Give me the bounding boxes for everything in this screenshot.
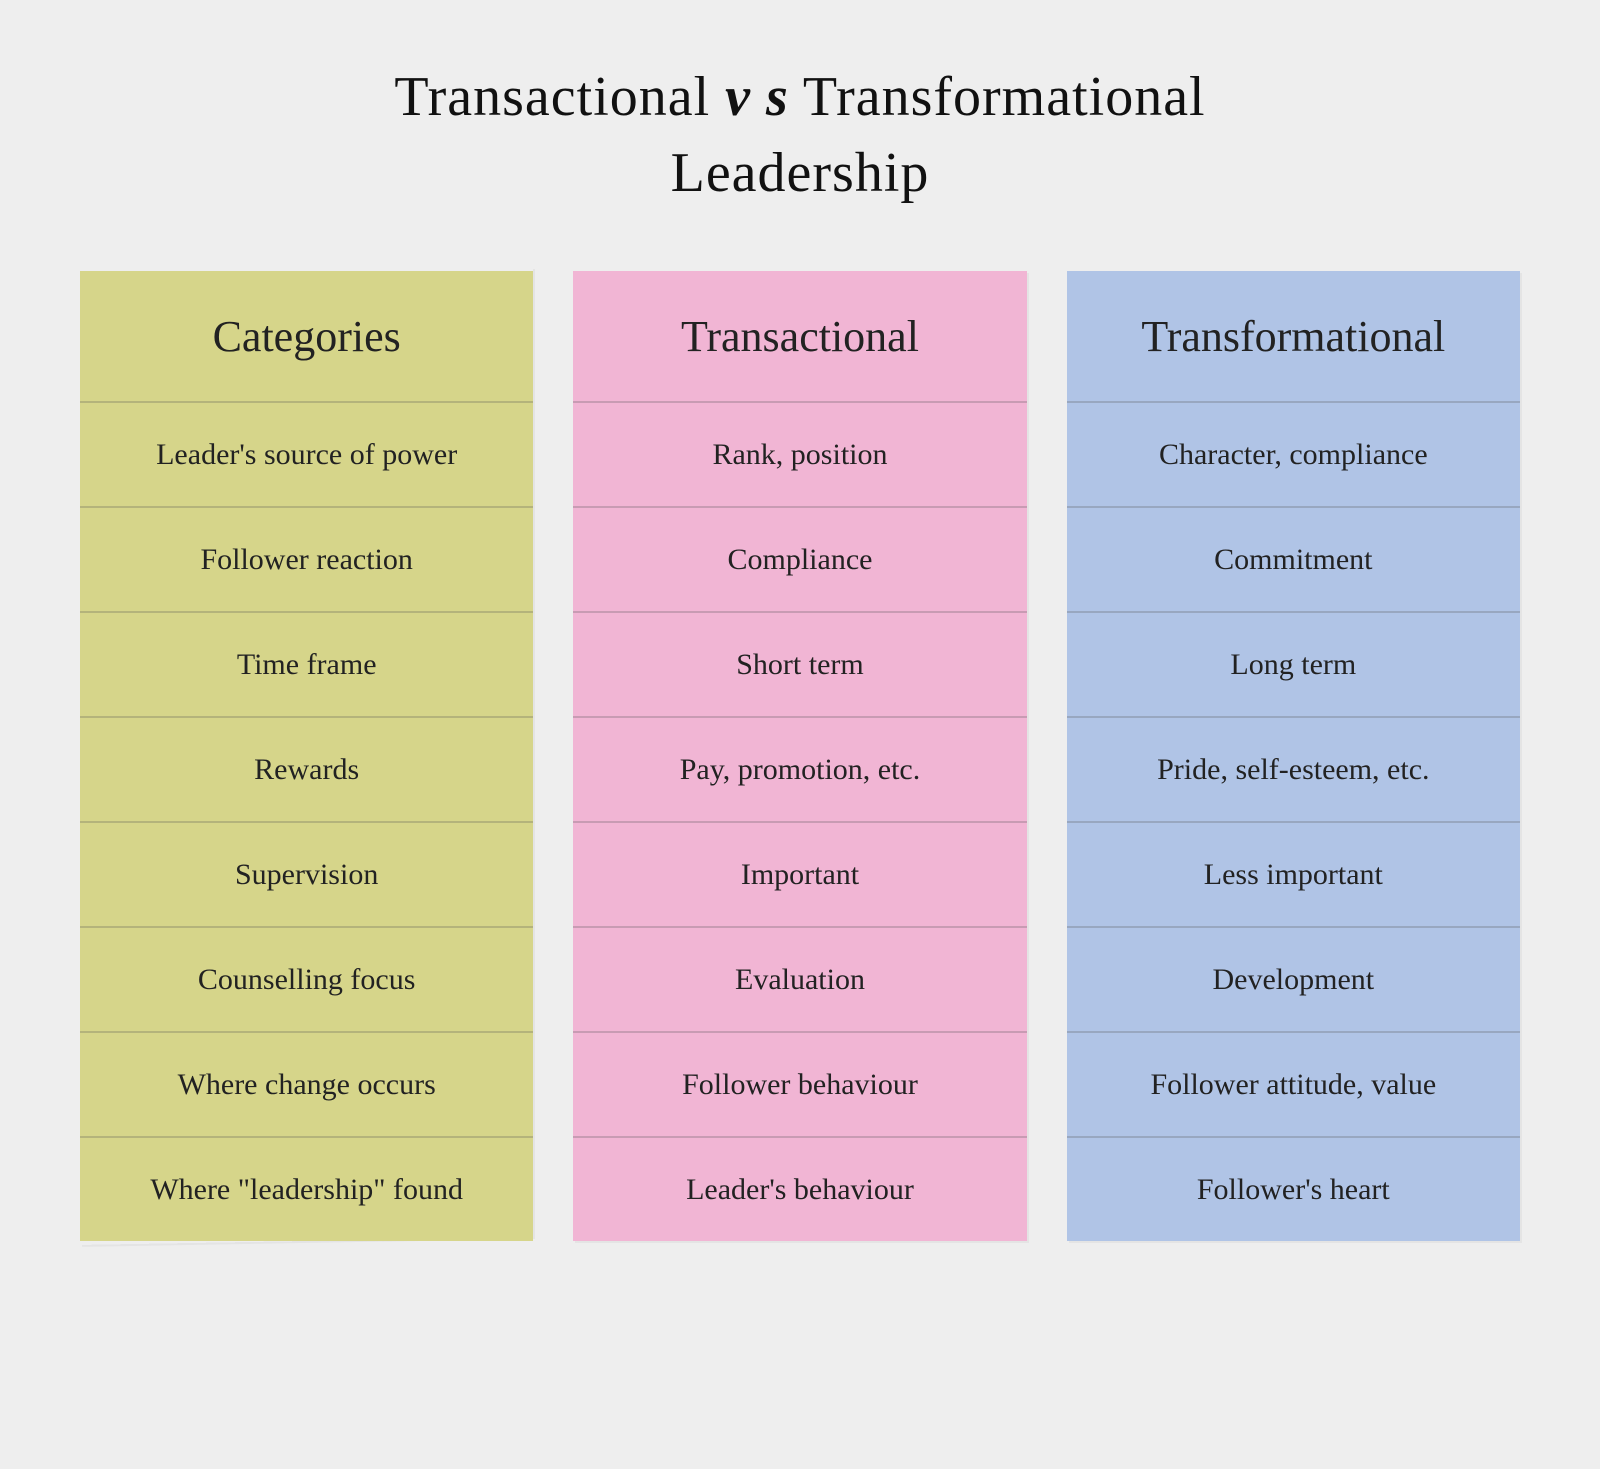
page-title: Transactional v s Transformational Leade… <box>80 60 1520 211</box>
title-line-1: Transactional v s Transformational <box>394 66 1205 128</box>
transformational-cell: Development <box>1067 926 1520 1031</box>
transactional-cell: Rank, position <box>573 401 1026 506</box>
transformational-cell: Follower's heart <box>1067 1136 1520 1241</box>
transactional-cell: Pay, promotion, etc. <box>573 716 1026 821</box>
title-line-2: Leadership <box>671 142 930 204</box>
transformational-cell: Less important <box>1067 821 1520 926</box>
title-vs: v s <box>725 66 789 128</box>
transformational-cell: Long term <box>1067 611 1520 716</box>
category-cell: Where change occurs <box>80 1031 533 1136</box>
category-cell: Follower reaction <box>80 506 533 611</box>
column-categories: Categories Leader's source of power Foll… <box>80 267 533 1245</box>
transactional-cell: Leader's behaviour <box>573 1136 1026 1241</box>
transactional-cell: Evaluation <box>573 926 1026 1031</box>
comparison-infographic: Transactional v s Transformational Leade… <box>0 0 1600 1241</box>
column-header-transformational: Transformational <box>1067 271 1520 401</box>
column-transactional: Transactional Rank, position Compliance … <box>573 271 1026 1241</box>
category-cell: Counselling focus <box>80 926 533 1031</box>
category-cell: Time frame <box>80 611 533 716</box>
transformational-cell: Character, compliance <box>1067 401 1520 506</box>
column-header-transactional: Transactional <box>573 271 1026 401</box>
transactional-cell: Short term <box>573 611 1026 716</box>
comparison-columns: Categories Leader's source of power Foll… <box>80 271 1520 1241</box>
title-part2: Transformational <box>803 66 1206 128</box>
title-part1: Transactional <box>394 66 710 128</box>
category-cell: Supervision <box>80 821 533 926</box>
category-cell: Where "leadership" found <box>80 1136 533 1241</box>
category-cell: Leader's source of power <box>80 401 533 506</box>
column-header-categories: Categories <box>80 271 533 401</box>
transactional-cell: Important <box>573 821 1026 926</box>
column-transformational: Transformational Character, compliance C… <box>1067 271 1520 1241</box>
transformational-cell: Follower attitude, value <box>1067 1031 1520 1136</box>
transactional-cell: Follower behaviour <box>573 1031 1026 1136</box>
transformational-cell: Commitment <box>1067 506 1520 611</box>
transactional-cell: Compliance <box>573 506 1026 611</box>
category-cell: Rewards <box>80 716 533 821</box>
transformational-cell: Pride, self-esteem, etc. <box>1067 716 1520 821</box>
